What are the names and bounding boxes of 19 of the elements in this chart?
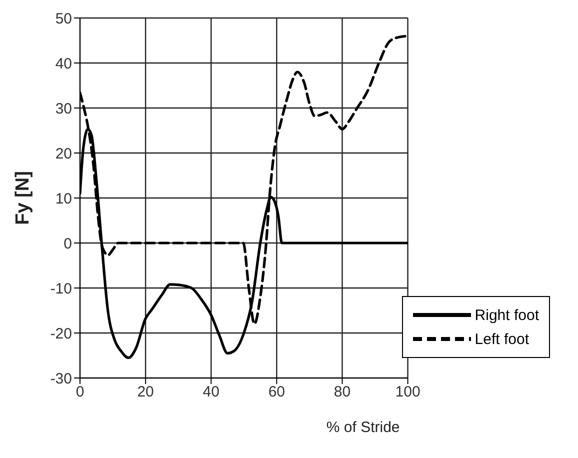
x-tick-label: 80: [334, 384, 351, 401]
y-tick-label: -10: [50, 280, 72, 298]
y-tick-label: -30: [50, 370, 72, 388]
x-axis-title: % of Stride: [326, 419, 400, 436]
y-tick-label: 50: [55, 10, 72, 28]
y-tick-label: 40: [55, 55, 72, 72]
x-tick-label: 100: [395, 384, 420, 401]
x-tick-label: 20: [137, 384, 154, 401]
x-tick-label: 40: [202, 384, 220, 401]
y-tick-label: 10: [55, 190, 72, 208]
legend-label: Right foot: [474, 306, 539, 324]
x-tick-label: 60: [268, 384, 286, 401]
y-tick-label: -20: [50, 325, 72, 342]
y-axis-title: Fy [N]: [12, 171, 34, 225]
y-tick-label: 0: [64, 235, 72, 252]
legend-label: Left foot: [474, 330, 529, 348]
y-tick-label: 20: [55, 145, 72, 162]
y-tick-label: 30: [55, 100, 72, 118]
x-tick-label: 0: [76, 384, 84, 401]
